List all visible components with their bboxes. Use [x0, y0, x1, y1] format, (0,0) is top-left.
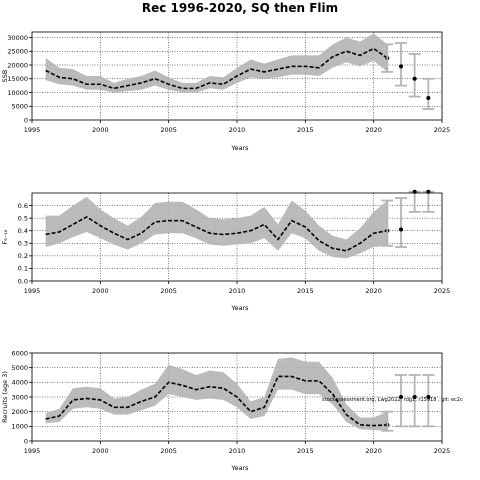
y-tick-label: 5000 — [11, 103, 28, 111]
estimate-line — [45, 215, 388, 252]
y-tick-label: 0.0 — [18, 277, 28, 285]
y-tick-label: 0.4 — [18, 227, 28, 235]
y-tick-label: 4000 — [11, 379, 28, 387]
x-tick-label: 2000 — [92, 126, 109, 134]
credit-text: stockassessment.org, Lwg2022. rdg1, r159… — [322, 397, 463, 403]
x-axis-label: Years — [230, 144, 249, 152]
forecast-point — [426, 96, 431, 100]
forecast-point — [399, 64, 403, 69]
y-tick-label: 0.1 — [18, 265, 28, 273]
x-tick-label: 2020 — [365, 126, 382, 134]
confidence-band — [45, 357, 388, 431]
y-tick-label: 2000 — [11, 408, 28, 416]
x-tick-label: 2015 — [297, 447, 314, 455]
confidence-band — [45, 196, 388, 259]
y-tick-label: 30000 — [7, 34, 28, 42]
y-tick-label: 0.2 — [18, 252, 28, 260]
y-tick-label: 0.6 — [18, 202, 28, 210]
forecast-point — [412, 395, 417, 399]
recruits-panel: 1995 2000 2005 2010 2015 2020 2025 0 1000 2000 300… — [1, 349, 450, 472]
y-tick-label: 10000 — [7, 89, 28, 97]
x-tick-label: 1995 — [24, 287, 41, 295]
x-tick-label: 1995 — [24, 126, 41, 134]
forecast-point — [399, 395, 403, 399]
x-tick-label: 2000 — [92, 287, 109, 295]
y-tick-label: 1000 — [11, 423, 28, 431]
y-tick-label: 6000 — [11, 349, 28, 357]
y-tick-label: 0.3 — [18, 240, 28, 248]
x-tick-label: 1995 — [24, 447, 41, 455]
forecast-point — [426, 395, 431, 399]
x-tick-label: 2000 — [92, 447, 109, 455]
forecast-point — [399, 227, 403, 232]
x-tick-label: 2005 — [160, 126, 177, 134]
x-tick-label: 2010 — [229, 287, 246, 295]
y-axis-label: SSB — [1, 70, 9, 83]
x-tick-label: 2015 — [297, 126, 314, 134]
figure-title: Rec 1996-2020, SQ then Flim — [142, 1, 338, 15]
y-tick-label: 3000 — [11, 393, 28, 401]
x-tick-label: 2020 — [365, 447, 382, 455]
x-tick-label: 2005 — [160, 447, 177, 455]
x-tick-label: 2010 — [229, 447, 246, 455]
x-tick-label: 2025 — [434, 287, 451, 295]
y-axis-label: F₆₋₁₀ — [1, 229, 9, 244]
ssb-panel: 1995 2000 2005 2010 2015 2020 2025 0 5000 10000 15… — [1, 31, 451, 152]
y-axis-label: Recruits (age 3) — [1, 371, 9, 423]
x-tick-label: 2025 — [434, 126, 451, 134]
y-tick-label: 0 — [24, 116, 28, 124]
y-tick-label: 0 — [24, 437, 28, 445]
estimate-line — [45, 375, 388, 427]
x-axis-label: Years — [230, 304, 249, 312]
x-tick-label: 2025 — [434, 447, 451, 455]
x-tick-label: 2015 — [297, 287, 314, 295]
x-axis-label: Years — [230, 464, 249, 472]
confidence-band — [45, 33, 388, 93]
x-tick-label: 2020 — [365, 287, 382, 295]
estimate-line — [45, 47, 388, 90]
y-tick-label: 20000 — [7, 61, 28, 69]
y-tick-label: 15000 — [7, 75, 28, 83]
y-tick-label: 0.5 — [18, 214, 28, 222]
y-tick-label: 25000 — [7, 48, 28, 56]
x-tick-label: 2005 — [160, 287, 177, 295]
forecast-point — [412, 76, 417, 81]
x-tick-label: 2010 — [229, 126, 246, 134]
y-tick-label: 5000 — [11, 364, 28, 372]
fishing-mortality-panel: 1995 2000 2005 2010 2015 2020 2025 0.0 0.1 0.2 0.3… — [1, 189, 451, 312]
